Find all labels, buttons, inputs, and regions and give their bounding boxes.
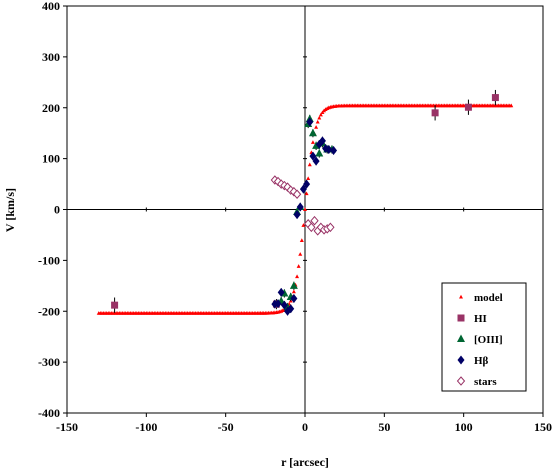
y-tick-label: -300: [38, 355, 60, 369]
legend-marker: [457, 314, 465, 322]
data-point: [491, 94, 499, 102]
data-point: [274, 299, 282, 309]
data-point: [280, 300, 288, 310]
data-point: [293, 210, 301, 220]
data-point: [325, 144, 333, 154]
y-tick-label: 400: [42, 0, 60, 13]
legend-marker: [457, 334, 465, 342]
y-axis-title: V [km/s]: [3, 188, 17, 232]
data-point: [292, 189, 302, 199]
data-point: [464, 103, 472, 111]
legend-marker: [456, 376, 466, 386]
x-axis-title: r [arcsec]: [281, 455, 329, 469]
data-point: [291, 289, 296, 294]
data-point: [315, 149, 324, 157]
y-tick-label: -200: [38, 304, 60, 318]
x-tick-label: 100: [455, 420, 473, 434]
data-point: [287, 304, 295, 314]
data-point: [303, 179, 311, 189]
legend-label: stars: [474, 376, 497, 388]
y-tick-label: -100: [38, 253, 60, 267]
data-point: [296, 264, 301, 268]
data-point: [318, 136, 326, 146]
legend: model HI [OIII] Hβ stars: [441, 282, 527, 392]
data-point: [312, 156, 320, 166]
y-tick-label: 0: [54, 203, 60, 217]
x-tick-label: -50: [218, 420, 234, 434]
legend-box: [441, 282, 527, 392]
data-point: [316, 222, 326, 233]
data-point: [317, 115, 322, 120]
x-tick-label: 0: [302, 420, 308, 434]
data-point: [303, 207, 307, 211]
legend-label: model: [474, 292, 503, 304]
data-point: [299, 184, 307, 194]
data-point: [314, 125, 319, 129]
data-point: [310, 140, 315, 144]
data-point: [111, 301, 119, 309]
data-point: [290, 294, 298, 304]
legend-marker: [459, 294, 463, 299]
data-point: [326, 222, 335, 233]
data-point: [307, 162, 312, 167]
series-model: [96, 103, 514, 315]
data-point: [318, 112, 323, 117]
data-point: [306, 176, 311, 181]
y-tick-label: 300: [42, 50, 60, 64]
data-point: [315, 119, 320, 124]
x-tick-label: 50: [378, 420, 390, 434]
data-point: [309, 151, 317, 161]
data-point: [277, 287, 285, 297]
legend-label: Hβ: [474, 355, 489, 367]
legend-label: HI: [474, 313, 487, 325]
data-point: [280, 308, 285, 313]
data-point: [298, 252, 303, 256]
data-point: [299, 238, 304, 242]
data-point: [307, 222, 316, 233]
data-point: [509, 103, 514, 108]
data-point: [323, 107, 328, 111]
data-marks: [96, 89, 514, 316]
data-point: [330, 145, 338, 155]
data-point: [306, 117, 314, 127]
data-point: [304, 191, 309, 196]
x-tick-label: -150: [56, 420, 78, 434]
data-point: [289, 281, 298, 289]
data-point: [301, 223, 306, 227]
y-tick-label: 100: [42, 152, 60, 166]
data-point: [273, 176, 283, 187]
y-tick-label: -400: [38, 406, 60, 420]
x-tick-label: 150: [534, 420, 552, 434]
series-stars: [270, 175, 335, 236]
axes: -150 -100 -50 0 50 100 150 -400 -300 -200 -100 0 100…: [38, 0, 552, 434]
x-tick-label: -100: [135, 420, 157, 434]
y-tick-label: 200: [42, 101, 60, 115]
legend-label: [OIII]: [474, 334, 503, 346]
data-point: [431, 109, 439, 117]
data-point: [310, 215, 319, 226]
series-h: [271, 117, 338, 316]
legend-marker: [457, 355, 465, 365]
data-point: [308, 128, 317, 137]
data-point: [296, 202, 304, 212]
data-point: [295, 274, 300, 279]
